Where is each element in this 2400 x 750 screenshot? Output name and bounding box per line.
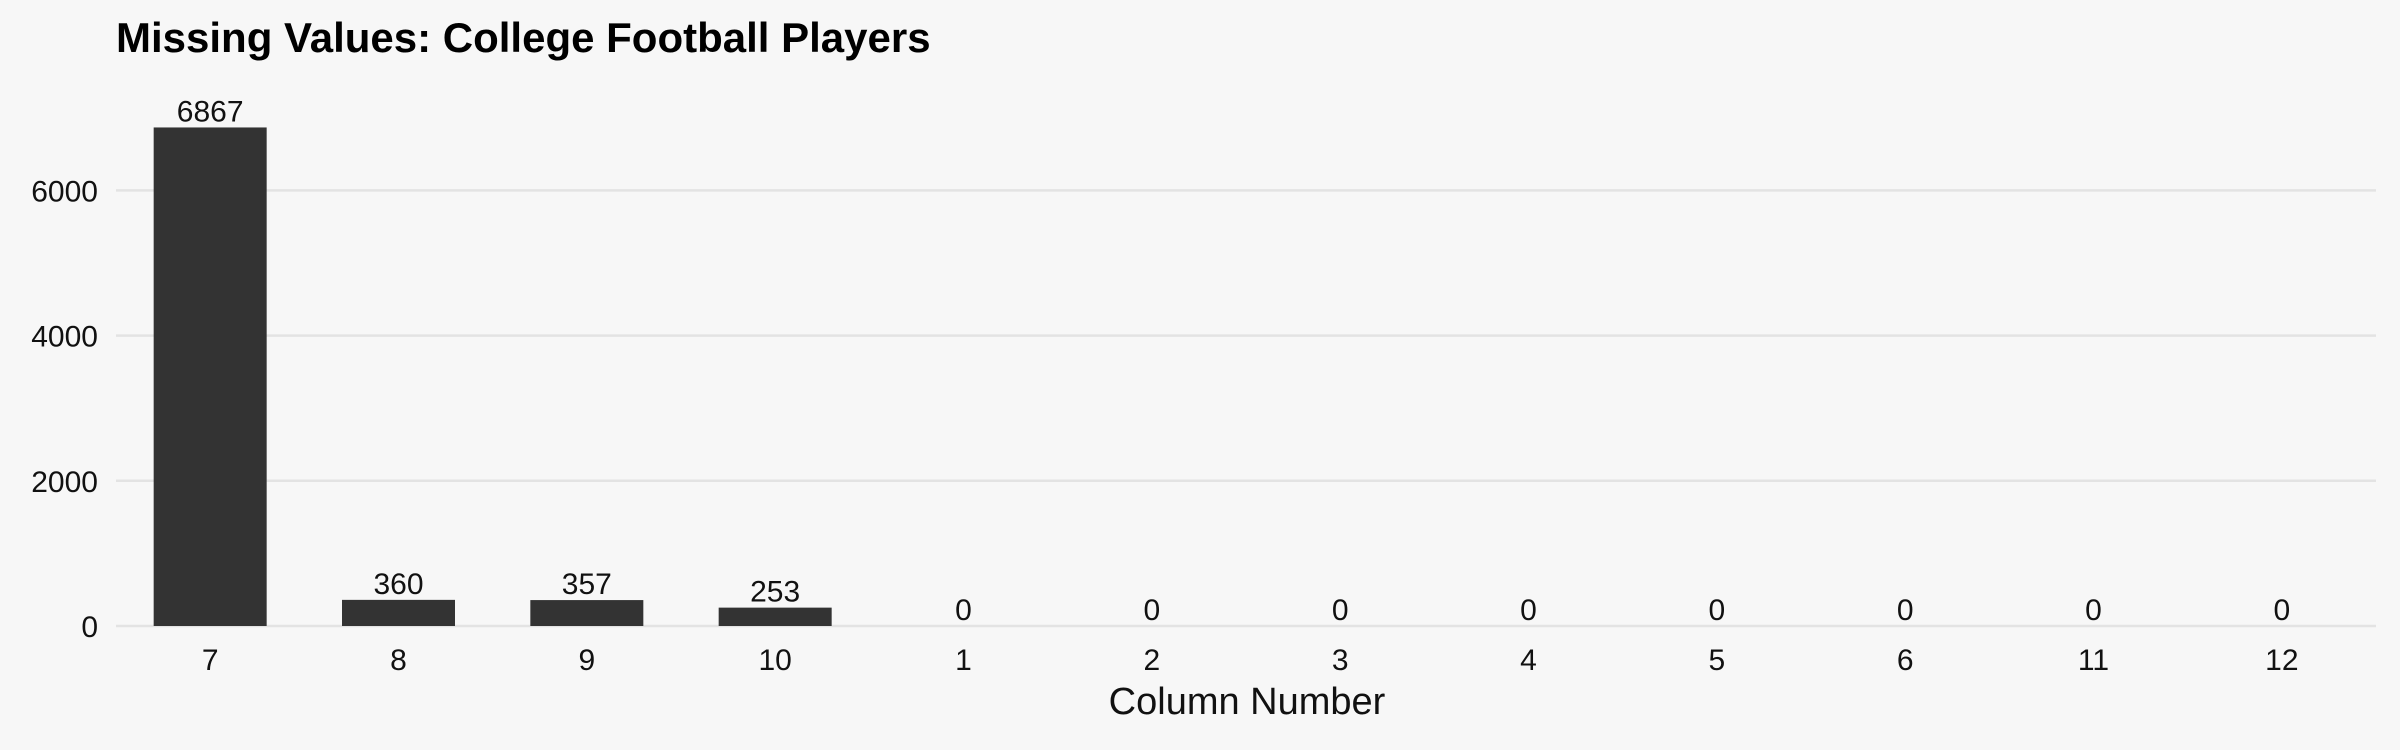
data-label-column-8: 360 <box>373 568 423 601</box>
x-tick-label: 1 <box>955 644 972 677</box>
bar-column-8 <box>342 599 455 626</box>
x-tick-label: 3 <box>1332 644 1349 677</box>
data-label-column-5: 0 <box>1708 594 1725 627</box>
data-label-column-9: 357 <box>562 568 612 601</box>
data-label-column-6: 0 <box>1897 594 1914 627</box>
x-tick-label: 9 <box>578 644 595 677</box>
x-tick-label: 5 <box>1708 644 1725 677</box>
x-tick-label: 2 <box>1143 644 1160 677</box>
data-label-column-2: 0 <box>1143 594 1160 627</box>
x-tick-label: 4 <box>1520 644 1537 677</box>
x-tick-label: 6 <box>1897 644 1914 677</box>
data-label-column-11: 0 <box>2085 594 2102 627</box>
bar-column-9 <box>530 600 644 626</box>
data-labels: 6867 360 357 253 0 0 0 0 0 0 0 0 <box>177 95 2290 627</box>
x-tick-label: 12 <box>2265 644 2298 677</box>
data-label-column-7: 6867 <box>177 95 244 128</box>
data-label-column-10: 253 <box>750 576 800 609</box>
y-axis-ticks: 0 2000 4000 6000 <box>31 175 98 644</box>
data-label-column-3: 0 <box>1332 594 1349 627</box>
y-tick-label: 0 <box>81 611 98 644</box>
y-tick-label: 2000 <box>31 466 98 499</box>
gridlines <box>116 189 2376 628</box>
data-label-column-4: 0 <box>1520 594 1537 627</box>
x-tick-label: 7 <box>202 644 219 677</box>
x-tick-label: 11 <box>2078 644 2109 677</box>
x-tick-label: 8 <box>390 644 407 677</box>
x-axis-ticks: 7 8 9 10 1 2 3 4 5 6 11 12 <box>202 644 2299 677</box>
y-tick-label: 6000 <box>31 175 98 208</box>
x-axis-title: Column Number <box>1109 681 1386 723</box>
bar-column-10 <box>718 607 832 626</box>
bar-column-7 <box>153 127 267 626</box>
y-tick-label: 4000 <box>31 321 98 354</box>
x-tick-label: 10 <box>758 644 791 677</box>
data-label-column-1: 0 <box>955 594 972 627</box>
data-label-column-12: 0 <box>2273 594 2290 627</box>
chart-title: Missing Values: College Football Players <box>116 14 931 61</box>
bars <box>153 127 832 626</box>
